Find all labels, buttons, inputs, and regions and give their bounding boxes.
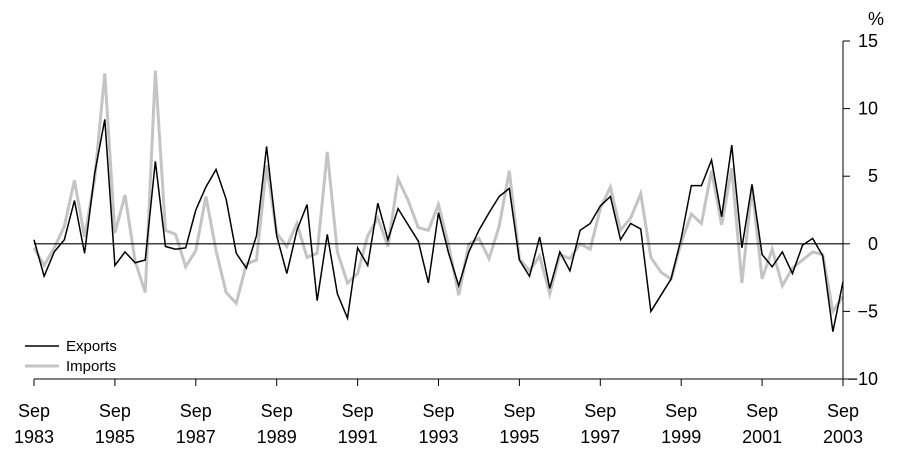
x-tick-label-year: 1989 — [257, 427, 297, 447]
x-tick-label-month: Sep — [180, 401, 212, 421]
y-tick-label: 15 — [858, 31, 878, 51]
x-tick-label-month: Sep — [584, 401, 616, 421]
x-tick-label-year: 2001 — [742, 427, 782, 447]
x-tick-label-month: Sep — [422, 401, 454, 421]
y-tick-label: 0 — [868, 234, 878, 254]
x-tick-label-year: 1995 — [499, 427, 539, 447]
x-tick-label-year: 1993 — [418, 427, 458, 447]
y-tick-label: −10 — [847, 369, 878, 389]
x-tick-label-month: Sep — [18, 401, 50, 421]
x-tick-label-month: Sep — [665, 401, 697, 421]
x-tick-label-month: Sep — [746, 401, 778, 421]
series-line-exports — [33, 119, 844, 332]
x-tick-label-year: 1985 — [95, 427, 135, 447]
y-axis-ticks: 15 10 5 0 −5 −10 — [843, 31, 878, 389]
x-tick-label-month: Sep — [99, 401, 131, 421]
legend-label-imports: Imports — [66, 358, 116, 375]
x-tick-label-month: Sep — [261, 401, 293, 421]
x-axis-ticks: Sep 1983 Sep 1985 Sep 1987 Sep 1989 Sep 1991 Sep 19… — [14, 379, 863, 447]
x-tick-label-month: Sep — [503, 401, 535, 421]
y-axis-unit-label: % — [868, 9, 884, 29]
legend-label-exports: Exports — [66, 338, 117, 355]
y-tick-label: −5 — [857, 301, 878, 321]
x-tick-label-year: 1999 — [661, 427, 701, 447]
x-tick-label-month: Sep — [342, 401, 374, 421]
x-tick-label-year: 1991 — [338, 427, 378, 447]
y-tick-label: 10 — [858, 99, 878, 119]
series-line-imports — [32, 70, 845, 316]
x-tick-label-year: 1983 — [14, 427, 54, 447]
x-tick-label-year: 1997 — [580, 427, 620, 447]
x-tick-label-month: Sep — [827, 401, 859, 421]
legend: Exports Imports — [25, 338, 117, 375]
x-tick-label-year: 2003 — [823, 427, 863, 447]
series-layer — [32, 70, 845, 332]
x-tick-label-year: 1987 — [176, 427, 216, 447]
y-tick-label: 5 — [868, 166, 878, 186]
